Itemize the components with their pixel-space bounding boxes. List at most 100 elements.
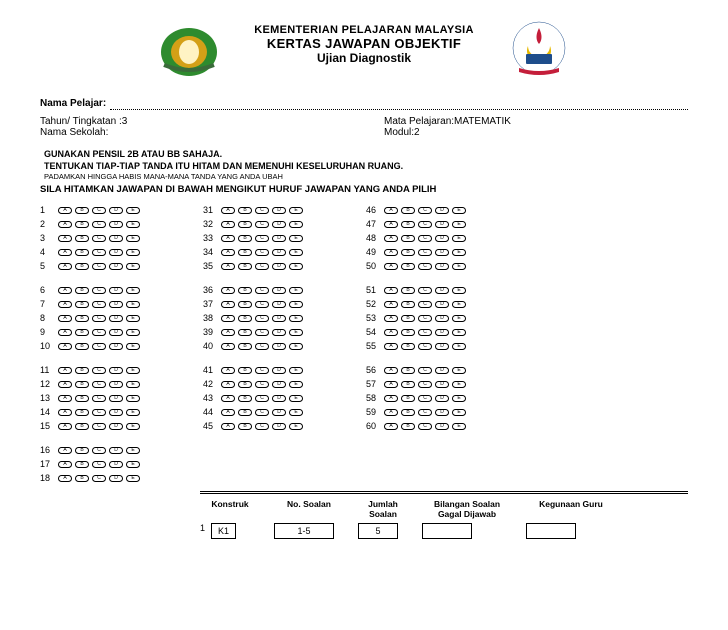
answer-bubble-d[interactable]: D [109, 235, 123, 242]
answer-bubble-c[interactable]: C [92, 395, 106, 402]
answer-bubble-c[interactable]: C [255, 315, 269, 322]
answer-bubble-b[interactable]: B [75, 235, 89, 242]
answer-bubble-c[interactable]: C [255, 381, 269, 388]
answer-bubble-a[interactable]: A [221, 287, 235, 294]
answer-bubble-c[interactable]: C [92, 207, 106, 214]
answer-bubble-e[interactable]: E [452, 423, 466, 430]
answer-bubble-d[interactable]: D [435, 343, 449, 350]
answer-bubble-b[interactable]: B [238, 221, 252, 228]
answer-bubble-b[interactable]: B [401, 343, 415, 350]
answer-bubble-d[interactable]: D [435, 315, 449, 322]
answer-bubble-b[interactable]: B [401, 381, 415, 388]
answer-bubble-c[interactable]: C [255, 249, 269, 256]
answer-bubble-e[interactable]: E [289, 207, 303, 214]
answer-bubble-b[interactable]: B [401, 329, 415, 336]
answer-bubble-e[interactable]: E [289, 235, 303, 242]
answer-bubble-d[interactable]: D [435, 235, 449, 242]
answer-bubble-d[interactable]: D [435, 287, 449, 294]
answer-bubble-a[interactable]: A [58, 423, 72, 430]
answer-bubble-b[interactable]: B [238, 343, 252, 350]
answer-bubble-e[interactable]: E [126, 409, 140, 416]
answer-bubble-a[interactable]: A [221, 381, 235, 388]
answer-bubble-e[interactable]: E [289, 395, 303, 402]
answer-bubble-d[interactable]: D [435, 409, 449, 416]
answer-bubble-b[interactable]: B [238, 381, 252, 388]
answer-bubble-b[interactable]: B [75, 329, 89, 336]
answer-bubble-c[interactable]: C [418, 235, 432, 242]
answer-bubble-e[interactable]: E [126, 301, 140, 308]
answer-bubble-e[interactable]: E [452, 367, 466, 374]
answer-bubble-c[interactable]: C [255, 287, 269, 294]
answer-bubble-a[interactable]: A [384, 301, 398, 308]
answer-bubble-e[interactable]: E [452, 263, 466, 270]
answer-bubble-a[interactable]: A [221, 395, 235, 402]
answer-bubble-b[interactable]: B [401, 207, 415, 214]
answer-bubble-d[interactable]: D [272, 409, 286, 416]
answer-bubble-a[interactable]: A [384, 329, 398, 336]
answer-bubble-c[interactable]: C [418, 395, 432, 402]
answer-bubble-c[interactable]: C [418, 381, 432, 388]
answer-bubble-d[interactable]: D [435, 423, 449, 430]
answer-bubble-e[interactable]: E [126, 461, 140, 468]
answer-bubble-c[interactable]: C [418, 423, 432, 430]
answer-bubble-e[interactable]: E [452, 287, 466, 294]
answer-bubble-a[interactable]: A [384, 235, 398, 242]
answer-bubble-c[interactable]: C [92, 315, 106, 322]
answer-bubble-e[interactable]: E [452, 301, 466, 308]
answer-bubble-d[interactable]: D [272, 423, 286, 430]
answer-bubble-a[interactable]: A [58, 329, 72, 336]
answer-bubble-c[interactable]: C [255, 329, 269, 336]
answer-bubble-d[interactable]: D [109, 447, 123, 454]
answer-bubble-c[interactable]: C [92, 461, 106, 468]
answer-bubble-c[interactable]: C [92, 447, 106, 454]
answer-bubble-a[interactable]: A [384, 423, 398, 430]
answer-bubble-a[interactable]: A [221, 423, 235, 430]
mata-pelajaran-field[interactable]: MATEMATIK [454, 116, 511, 127]
answer-bubble-e[interactable]: E [289, 221, 303, 228]
answer-bubble-e[interactable]: E [126, 287, 140, 294]
answer-bubble-a[interactable]: A [58, 461, 72, 468]
answer-bubble-e[interactable]: E [289, 263, 303, 270]
answer-bubble-e[interactable]: E [126, 447, 140, 454]
answer-bubble-c[interactable]: C [92, 381, 106, 388]
answer-bubble-d[interactable]: D [109, 315, 123, 322]
answer-bubble-c[interactable]: C [418, 367, 432, 374]
answer-bubble-a[interactable]: A [221, 315, 235, 322]
answer-bubble-c[interactable]: C [92, 343, 106, 350]
answer-bubble-e[interactable]: E [289, 343, 303, 350]
answer-bubble-b[interactable]: B [238, 249, 252, 256]
answer-bubble-a[interactable]: A [384, 221, 398, 228]
answer-bubble-a[interactable]: A [58, 395, 72, 402]
answer-bubble-a[interactable]: A [58, 207, 72, 214]
answer-bubble-e[interactable]: E [126, 329, 140, 336]
answer-bubble-d[interactable]: D [109, 409, 123, 416]
tahun-field[interactable]: 3 [122, 116, 128, 127]
answer-bubble-d[interactable]: D [109, 329, 123, 336]
answer-bubble-c[interactable]: C [255, 367, 269, 374]
answer-bubble-d[interactable]: D [435, 381, 449, 388]
answer-bubble-b[interactable]: B [238, 207, 252, 214]
answer-bubble-d[interactable]: D [109, 287, 123, 294]
answer-bubble-c[interactable]: C [255, 263, 269, 270]
answer-bubble-b[interactable]: B [75, 395, 89, 402]
answer-bubble-a[interactable]: A [221, 301, 235, 308]
answer-bubble-c[interactable]: C [255, 395, 269, 402]
answer-bubble-e[interactable]: E [126, 221, 140, 228]
answer-bubble-e[interactable]: E [289, 301, 303, 308]
answer-bubble-a[interactable]: A [58, 381, 72, 388]
answer-bubble-d[interactable]: D [109, 221, 123, 228]
answer-bubble-e[interactable]: E [452, 395, 466, 402]
answer-bubble-b[interactable]: B [401, 301, 415, 308]
answer-bubble-c[interactable]: C [92, 235, 106, 242]
answer-bubble-d[interactable]: D [109, 343, 123, 350]
answer-bubble-c[interactable]: C [418, 287, 432, 294]
answer-bubble-b[interactable]: B [401, 367, 415, 374]
answer-bubble-d[interactable]: D [435, 367, 449, 374]
answer-bubble-a[interactable]: A [58, 447, 72, 454]
answer-bubble-e[interactable]: E [289, 315, 303, 322]
answer-bubble-e[interactable]: E [452, 409, 466, 416]
answer-bubble-d[interactable]: D [272, 249, 286, 256]
answer-bubble-a[interactable]: A [384, 287, 398, 294]
answer-bubble-b[interactable]: B [238, 329, 252, 336]
answer-bubble-d[interactable]: D [435, 249, 449, 256]
